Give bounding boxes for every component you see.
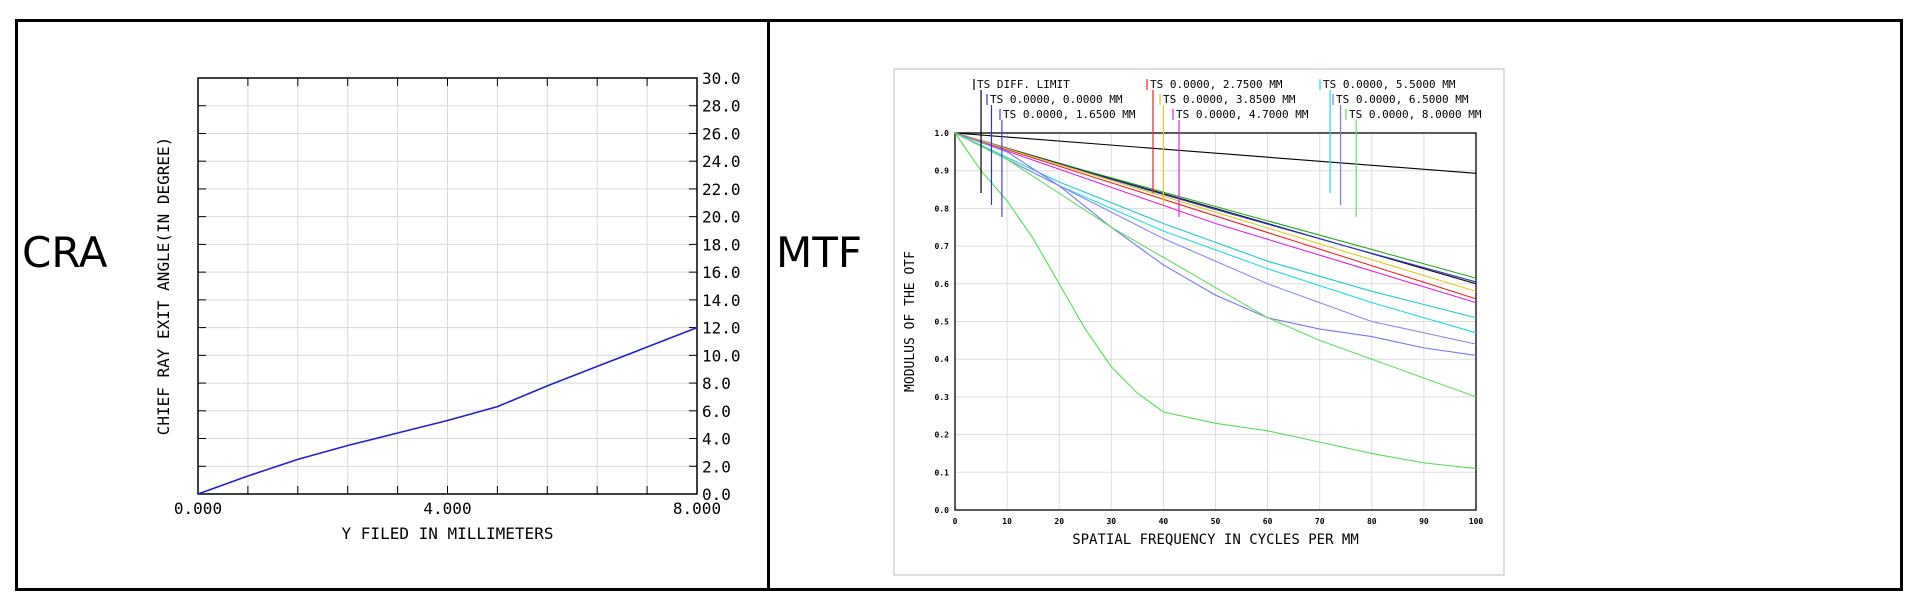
cra-y-tick-label: 20.0 [702, 208, 741, 227]
mtf-y-tick-label: 1.0 [935, 129, 950, 138]
mtf-x-tick-label: 40 [1159, 517, 1169, 526]
mtf-y-tick-label: 0.9 [935, 167, 950, 176]
mtf-legend-label: TS 0.0000, 5.5000 MM [1323, 78, 1456, 91]
mtf-legend-label: TS 0.0000, 1.6500 MM [1003, 108, 1136, 121]
mtf-y-tick-label: 0.3 [935, 393, 950, 402]
mtf-y-tick-label: 0.1 [935, 468, 950, 477]
mtf-series-line [954, 132, 1477, 292]
mtf-x-tick-label: 100 [1469, 517, 1484, 526]
mtf-x-tick-label: 50 [1211, 517, 1221, 526]
mtf-legend-label: TS 0.0000, 4.7000 MM [1176, 108, 1309, 121]
mtf-y-tick-label: 0.0 [935, 506, 950, 515]
cra-y-tick-label: 4.0 [702, 430, 731, 449]
mtf-y-tick-label: 0.2 [935, 431, 950, 440]
cra-y-tick-label: 0.0 [702, 485, 731, 504]
mtf-series-line [954, 132, 1477, 304]
mtf-plot-border [954, 132, 1477, 511]
cra-chart: 0.0 2.0 4.0 6.0 8.0 10.0 12.0 14.0 16.0 18.0 20.0 2… [154, 69, 741, 543]
cra-y-tick-label: 6.0 [702, 402, 731, 421]
mtf-y-tick-label: 0.8 [935, 204, 950, 213]
cra-y-tick-label: 24.0 [702, 152, 741, 171]
cra-x-tick-label: 4.000 [423, 499, 471, 518]
mtf-panel-label: MTF [776, 228, 863, 277]
mtf-y-tick-label: 0.6 [935, 280, 950, 289]
mtf-x-tick-label: 0 [953, 517, 958, 526]
cra-series-line [197, 326, 698, 495]
mtf-y-tick-label: 0.5 [935, 318, 950, 327]
mtf-series-line [954, 132, 1477, 345]
mtf-x-axis-label: SPATIAL FREQUENCY IN CYCLES PER MM [1072, 532, 1359, 548]
mtf-series-line [954, 132, 1477, 174]
mtf-y-axis-label: MODULUS OF THE OTF [903, 251, 918, 392]
mtf-legend-label: TS 0.0000, 6.5000 MM [1336, 93, 1469, 106]
cra-y-tick-label: 26.0 [702, 124, 741, 143]
mtf-x-tick-label: 30 [1106, 517, 1116, 526]
mtf-x-tick-label: 20 [1054, 517, 1064, 526]
mtf-series-line [954, 132, 1477, 398]
mtf-x-tick-label: 70 [1315, 517, 1325, 526]
mtf-legend-label: TS 0.0000, 3.8500 MM [1163, 93, 1296, 106]
mtf-legend-label: TS 0.0000, 2.7500 MM [1150, 78, 1283, 91]
cra-y-tick-label: 14.0 [702, 291, 741, 310]
mtf-x-tick-label: 10 [1002, 517, 1012, 526]
cra-x-tick-label: 8.000 [673, 499, 721, 518]
mtf-y-tick-label: 0.7 [935, 242, 950, 251]
mtf-x-tick-label: 90 [1419, 517, 1429, 526]
mtf-legend-label: TS 0.0000, 0.0000 MM [990, 93, 1123, 106]
cra-y-tick-label: 12.0 [702, 319, 741, 338]
mtf-x-tick-label: 60 [1263, 517, 1273, 526]
cra-y-tick-label: 10.0 [702, 346, 741, 365]
mtf-series-line [954, 132, 1477, 300]
cra-y-tick-label: 8.0 [702, 374, 731, 393]
cra-x-axis-label: Y FILED IN MILLIMETERS [342, 524, 554, 543]
cra-y-tick-label: 22.0 [702, 180, 741, 199]
figure-frame [15, 19, 1903, 591]
panel-divider [767, 19, 770, 591]
mtf-legend-label: TS 0.0000, 8.0000 MM [1349, 108, 1482, 121]
cra-panel-label: CRA [22, 228, 108, 277]
mtf-series-line [954, 132, 1477, 470]
cra-y-axis-label: CHIEF RAY EXIT ANGLE(IN DEGREE) [154, 137, 173, 436]
mtf-series-line [954, 132, 1477, 356]
mtf-legend-label: TS DIFF. LIMIT [977, 78, 1070, 91]
cra-y-tick-label: 16.0 [702, 263, 741, 282]
cra-y-tick-label: 30.0 [702, 69, 741, 88]
cra-x-tick-label: 0.000 [174, 499, 222, 518]
cra-y-tick-label: 28.0 [702, 97, 741, 116]
cra-y-tick-label: 18.0 [702, 235, 741, 254]
cra-y-tick-label: 2.0 [702, 457, 731, 476]
mtf-y-tick-label: 0.4 [935, 355, 950, 364]
mtf-x-tick-label: 80 [1367, 517, 1377, 526]
